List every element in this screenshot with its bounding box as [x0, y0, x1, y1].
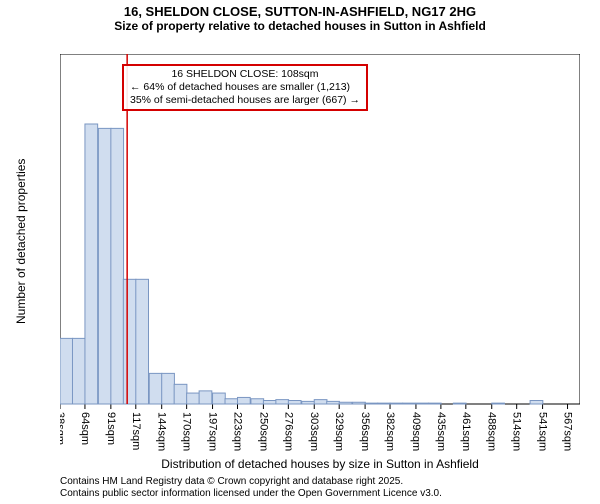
svg-text:541sqm: 541sqm [537, 412, 549, 451]
svg-text:170sqm: 170sqm [181, 412, 193, 451]
x-axis-label: Distribution of detached houses by size … [60, 457, 580, 471]
svg-text:488sqm: 488sqm [486, 412, 498, 451]
svg-text:117sqm: 117sqm [130, 412, 142, 450]
footer-line: Contains public sector information licen… [60, 488, 442, 500]
svg-text:514sqm: 514sqm [511, 412, 523, 451]
annotation-line: ← 64% of detached houses are smaller (1,… [130, 81, 360, 94]
svg-text:329sqm: 329sqm [333, 412, 345, 451]
marker-annotation: 16 SHELDON CLOSE: 108sqm← 64% of detache… [122, 64, 368, 111]
chart-title-main: 16, SHELDON CLOSE, SUTTON-IN-ASHFIELD, N… [0, 4, 600, 19]
footer-attribution: Contains HM Land Registry data © Crown c… [60, 476, 442, 500]
y-axis-label: Number of detached properties [14, 159, 28, 324]
svg-text:567sqm: 567sqm [562, 412, 574, 451]
svg-text:276sqm: 276sqm [282, 412, 294, 451]
chart-title-sub: Size of property relative to detached ho… [0, 19, 600, 33]
svg-text:356sqm: 356sqm [359, 412, 371, 451]
annotation-line: 16 SHELDON CLOSE: 108sqm [130, 68, 360, 81]
svg-text:382sqm: 382sqm [384, 412, 396, 451]
histogram-plot: 010020030040050060070080038sqm64sqm91sqm… [60, 54, 580, 464]
annotation-line: 35% of semi-detached houses are larger (… [130, 94, 360, 107]
svg-text:223sqm: 223sqm [231, 412, 243, 451]
svg-text:409sqm: 409sqm [410, 412, 422, 451]
svg-text:38sqm: 38sqm [60, 412, 66, 445]
svg-text:435sqm: 435sqm [435, 412, 447, 451]
svg-text:64sqm: 64sqm [79, 412, 91, 445]
svg-text:250sqm: 250sqm [257, 412, 269, 451]
svg-text:144sqm: 144sqm [156, 412, 168, 451]
svg-text:197sqm: 197sqm [207, 412, 219, 451]
svg-text:461sqm: 461sqm [460, 412, 472, 451]
svg-text:303sqm: 303sqm [308, 412, 320, 451]
svg-text:91sqm: 91sqm [105, 412, 117, 445]
footer-line: Contains HM Land Registry data © Crown c… [60, 476, 442, 488]
